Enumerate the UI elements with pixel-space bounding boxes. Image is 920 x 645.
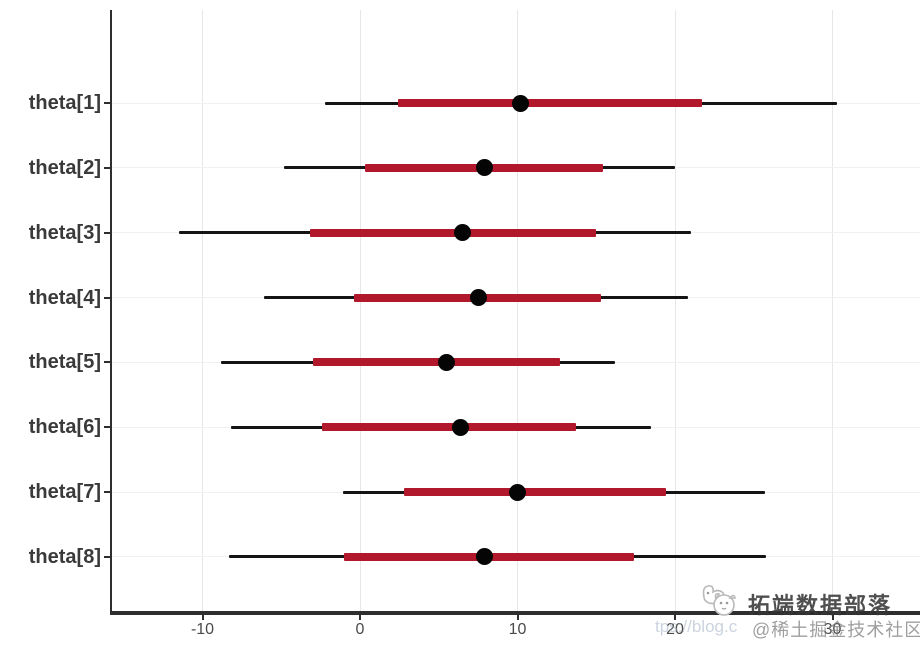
y-axis-label: theta[1] [28, 92, 101, 114]
y-axis-tick [104, 491, 112, 494]
x-axis-tick-label: -10 [190, 621, 215, 638]
gridline-vertical [674, 10, 676, 611]
point-estimate [453, 224, 471, 242]
y-axis-line [110, 10, 112, 613]
gridline-vertical [517, 10, 518, 611]
y-axis-tick [104, 296, 112, 299]
point-estimate [438, 353, 456, 371]
x-axis-line [110, 611, 920, 615]
x-axis-tick [359, 615, 361, 620]
y-axis-tick [104, 361, 112, 364]
y-axis-label: theta[5] [28, 351, 101, 374]
y-axis-label: theta[2] [28, 156, 101, 179]
point-estimate [475, 548, 493, 566]
point-estimate [475, 159, 493, 177]
x-axis-tick-label: 0 [355, 621, 365, 638]
y-axis-label: theta[7] [28, 481, 101, 504]
point-estimate [512, 94, 530, 112]
y-axis-label: theta[3] [28, 221, 101, 244]
x-axis-tick [201, 615, 204, 620]
gridline-vertical [832, 10, 833, 611]
y-axis-tick [104, 231, 112, 234]
gridline-vertical [202, 10, 203, 611]
x-axis-tick [516, 615, 519, 620]
y-axis-label: theta[6] [28, 416, 101, 439]
point-estimate [469, 289, 487, 307]
y-axis-label: theta[4] [28, 286, 101, 309]
x-axis-tick-label: 30 [823, 621, 842, 638]
inner-interval [312, 358, 561, 367]
x-axis-tick-label: 10 [508, 621, 527, 638]
gridline-vertical [359, 10, 361, 611]
point-estimate [452, 418, 470, 436]
inner-interval [404, 488, 666, 497]
point-estimate [509, 483, 526, 501]
y-axis-tick [104, 555, 112, 558]
x-axis-tick [674, 615, 676, 620]
y-axis-tick [104, 426, 112, 429]
x-axis-tick [831, 615, 834, 620]
inner-interval [322, 423, 576, 432]
inner-interval [397, 99, 702, 107]
inner-interval [309, 228, 597, 237]
y-axis-tick [104, 166, 112, 169]
y-axis-tick [104, 102, 112, 104]
y-axis-label: theta[8] [28, 545, 101, 568]
x-axis-tick-label: 20 [666, 621, 684, 638]
